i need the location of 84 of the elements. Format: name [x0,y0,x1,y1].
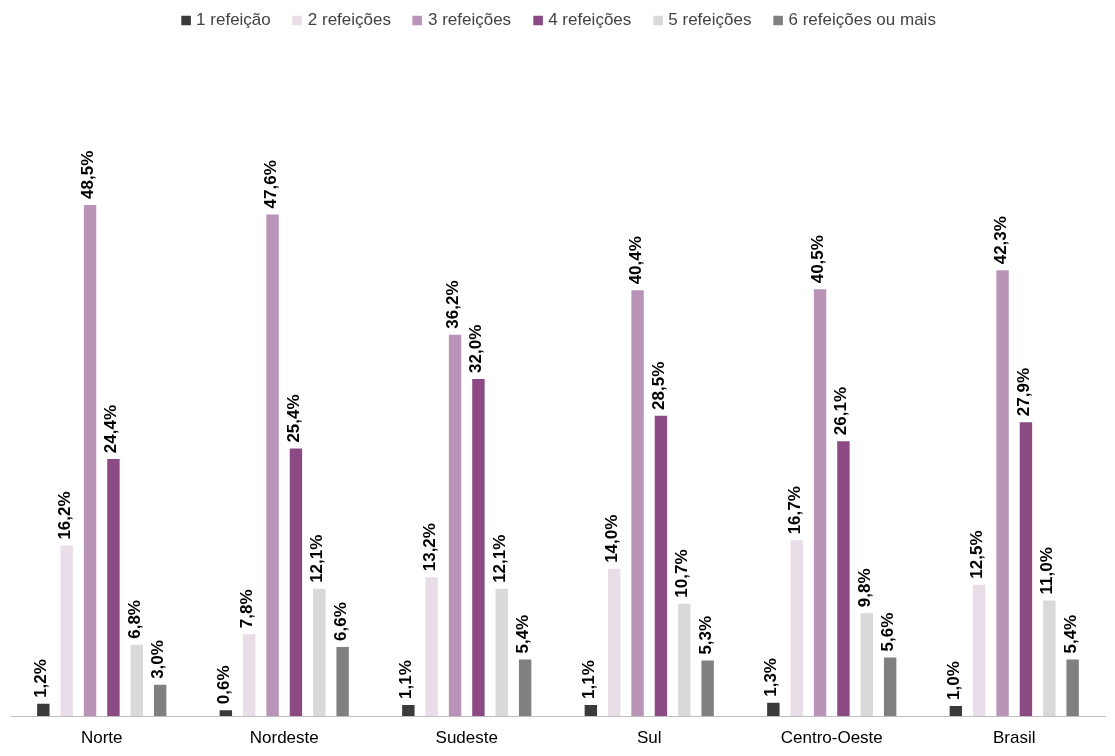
data-label: 5,3% [695,615,715,655]
bar [153,684,167,717]
data-label: 16,2% [54,491,74,540]
data-label: 6,6% [330,602,350,641]
legend-label: 3 refeições [427,10,512,30]
x-tick-label: Norte [80,727,123,747]
x-tick-label: Centro-Oeste [780,727,883,747]
bar [243,634,256,717]
bar [767,702,780,717]
bar [949,705,963,717]
data-label: 13,2% [419,523,439,572]
data-label: 1,3% [761,658,781,697]
data-label: 36,2% [443,280,463,329]
bar [1019,422,1033,717]
data-label: 14,0% [602,514,622,563]
bar [448,334,462,717]
bar [402,704,415,717]
data-label: 42,3% [990,216,1010,265]
legend-label: 1 refeição [196,10,271,30]
bar [790,540,803,717]
x-tick-label: Sul [636,727,662,747]
bar [266,214,279,717]
data-label: 1,2% [31,659,51,698]
data-label: 40,4% [625,236,645,285]
bar [336,646,349,717]
bar [678,603,691,717]
x-tick-label: Sudeste [435,727,498,747]
data-label: 16,7% [784,486,804,535]
data-label: 27,9% [1013,368,1033,417]
data-label: 12,1% [489,534,509,583]
data-label: 40,5% [808,235,828,284]
bar [654,415,668,717]
data-label: 9,8% [854,568,874,608]
bar [130,644,143,717]
bar [813,289,827,717]
legend-label: 6 refeições ou mais [788,10,936,30]
data-label: 48,5% [78,150,98,199]
bar [60,545,73,717]
data-label: 5,6% [878,612,898,652]
data-label: 12,1% [307,534,327,583]
data-label: 32,0% [466,324,486,373]
legend-label: 5 refeições [668,10,752,30]
data-label: 5,4% [1060,614,1080,654]
data-label: 1,0% [943,661,963,700]
x-tick-label: Brasil [993,727,1036,747]
bar [883,657,897,717]
data-label: 1,1% [578,660,598,699]
bar [1043,600,1056,717]
bar [313,588,326,717]
bar [608,568,621,717]
legend-label: 2 refeições [307,10,391,30]
bar [495,588,508,717]
data-label: 1,1% [396,660,416,699]
bar [584,704,598,717]
data-label: 3,0% [148,640,168,679]
data-label: 0,6% [213,665,233,705]
data-label: 24,4% [101,404,121,454]
data-label: 7,8% [237,589,257,629]
bar [701,660,714,717]
bar [219,710,233,717]
bar [425,577,438,717]
data-label: 10,7% [672,549,692,598]
data-label: 5,4% [513,614,533,654]
x-tick-label: Nordeste [249,727,319,747]
data-label: 26,1% [831,386,851,436]
data-label: 11,0% [1037,547,1057,595]
bar [860,613,873,717]
bar [973,584,986,717]
bar [1066,659,1079,717]
bar [289,448,303,717]
bar [837,441,850,717]
bar [107,459,120,717]
bar [37,703,50,717]
data-label: 47,6% [260,160,280,209]
legend-label: 4 refeições [548,10,632,30]
data-label: 12,5% [967,530,987,579]
bar [996,270,1009,717]
data-label: 25,4% [283,394,303,443]
data-label: 28,5% [648,361,668,410]
bar [472,378,485,717]
bar [518,659,532,717]
bar [83,204,97,717]
bar [631,290,644,717]
data-label: 6,8% [124,600,144,639]
